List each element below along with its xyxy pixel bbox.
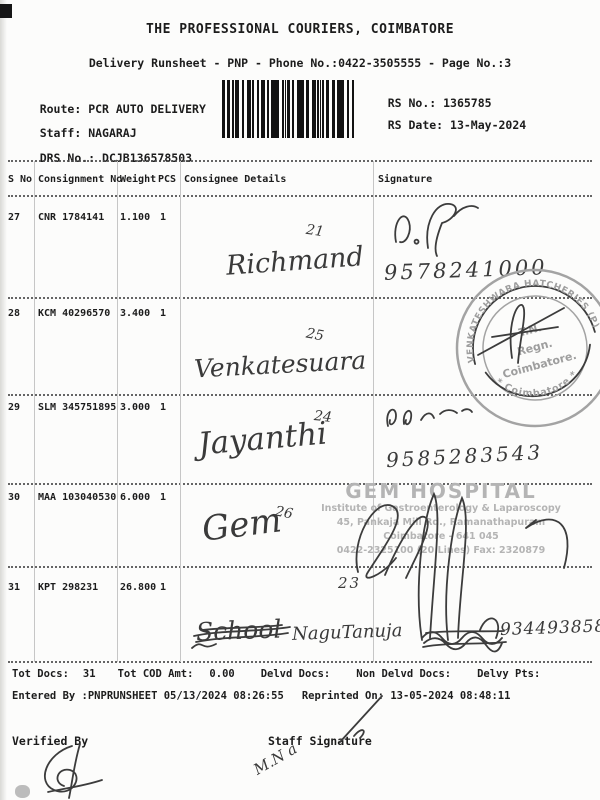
stamp-gem-line: Institute of Gastroenterology & Laparosc… [321,503,561,514]
rs-date-label: RS Date: [387,118,444,132]
cell-consignment: SLM 345751895 [38,402,117,413]
column-line [180,161,181,662]
cell-sno: 30 [8,492,21,503]
tot-cod-label: Tot COD Amt: [117,668,194,680]
cell-weight: 3.400 [120,308,151,319]
staff-label: Staff: [39,126,82,140]
verified-signature-scribble [43,743,103,799]
handwritten-phone: 9585283543 [385,439,544,473]
cell-weight: 26.800 [120,582,157,593]
signature-scribble [491,326,559,338]
col-header-consignee: Consignee Details [184,174,287,185]
verified-by-label: Verified By [12,734,89,748]
signature-scribble [355,491,569,641]
column-line [34,161,35,662]
route-line: Route: PCR AUTO DELIVERY [12,88,206,130]
route-value: PCR AUTO DELIVERY [88,102,206,116]
non-delvd-docs-label: Non Delvd Docs: [356,668,452,680]
cell-weight: 6.000 [120,492,151,503]
col-header-pcs: PCS [158,174,177,185]
cell-sno: 27 [8,212,21,223]
cell-consignment: CNR 1784141 [38,212,105,223]
drs-value: DCJB136578503 [102,151,193,165]
cell-consignment: MAA 103040530 [38,492,117,503]
divider [8,297,592,299]
signature-scribble [477,307,565,356]
col-header-consignment: Consignment No [38,174,123,185]
route-label: Route: [39,102,82,116]
divider [8,160,592,162]
column-line [373,161,374,662]
col-header-signature: Signature [378,174,433,185]
divider [8,394,592,396]
signature-scribble [339,695,383,743]
handwritten-sequence-number: 21 [304,221,325,241]
cell-consignment: KPT 298231 [38,582,99,593]
scribbled-out-number [421,630,507,653]
cell-weight: 3.000 [120,402,151,413]
divider [8,483,592,485]
handwritten-consignee: Jayanthi [196,415,329,463]
column-line [117,161,118,662]
cell-sno: 28 [8,308,21,319]
signature-scribble [386,408,473,427]
footer-totals: Tot Docs: 31 Tot COD Amt: 0.00 Delvd Doc… [12,668,540,680]
delvd-docs-label: Delvd Docs: [260,668,331,680]
stamp-gem-line: GEM HOSPITAL [345,479,537,503]
rs-no-value: 1365785 [443,96,492,110]
drs-label: DRS No.: [39,151,96,165]
scan-artifact [0,4,12,18]
divider [8,195,592,197]
cell-sno: 29 [8,402,21,413]
divider [8,661,592,663]
cell-pcs: 1 [160,402,167,413]
rs-no-label: RS No.: [387,96,437,110]
col-header-weight: Weight [120,174,157,185]
handwritten-consignee: Richmand [225,241,365,282]
rs-date-value: 13-May-2024 [450,118,527,132]
staff-line: Staff: NAGARAJ [12,112,137,154]
rs-date-line: RS Date: 13-May-2024 [360,104,527,146]
rs-no-line: RS No.: 1365785 [360,82,492,124]
cell-sno: 31 [8,582,21,593]
handwritten-consignee: Gem [199,500,284,550]
cell-pcs: 1 [160,582,167,593]
cell-pcs: 1 [160,212,167,223]
stamp-gem-line: 45, Pankaja Mill Rd., Ramanathapuram [336,517,546,528]
tot-docs-value: 31 [82,668,96,680]
cell-pcs: 1 [160,492,167,503]
page-title: THE PROFESSIONAL COURIERS, COIMBATORE [145,22,455,37]
cell-weight: 1.100 [120,212,151,223]
cell-consignment: KCM 40296570 [38,308,111,319]
scan-artifact [15,785,30,798]
delvy-pts-label: Delvy Pts: [477,668,541,680]
col-header-sno: S No [8,174,33,185]
handwritten-sequence-number: 25 [304,325,326,345]
strikethrough-scribble [191,624,291,649]
tot-docs-label: Tot Docs: [12,668,69,680]
signature-scribble [509,304,526,364]
staff-value: NAGARAJ [88,126,137,140]
footer-audit: Entered By :PNPRUNSHEET 05/13/2024 08:26… [12,690,510,702]
handwritten-sequence-number: 23 [338,574,362,592]
cell-pcs: 1 [160,308,167,319]
divider [8,566,592,568]
entered-by-text: Entered By :PNPRUNSHEET 05/13/2024 08:26… [12,690,284,702]
drs-line: DRS No.: DCJB136578503 [12,137,192,179]
signature-scribble [394,203,479,257]
stamp-gem-hospital: GEM HOSPITAL Institute of Gastroenterolo… [316,480,566,558]
stamp-gem-line: Coimbatore - 641 045 [383,531,499,542]
page-subtitle: Delivery Runsheet - PNP - Phone No.:0422… [88,56,512,70]
stamp-hatcheries: VENKATESHWARA HATCHERIES (P) LTD. * Coim… [427,241,600,428]
handwritten-consignee: Venkatesuara [193,345,367,384]
stamp-gem-line: 0422-2325100 (20 Lines) Fax: 2320879 [336,545,546,556]
tot-cod-value: 0.00 [209,668,235,680]
barcode [222,80,354,138]
